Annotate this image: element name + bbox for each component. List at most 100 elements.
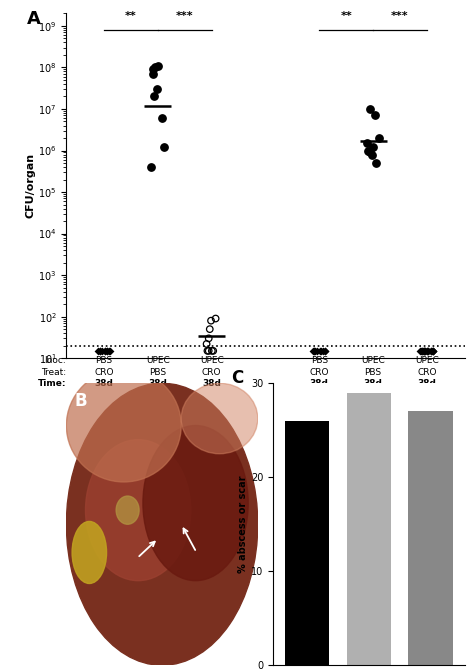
Text: B: B [74, 392, 87, 410]
Point [419, 345, 427, 356]
Point [424, 345, 431, 356]
Point [428, 345, 435, 356]
Text: Bladders: Bladders [132, 437, 184, 448]
Point [206, 324, 214, 335]
Point [372, 110, 379, 121]
Point [94, 345, 102, 356]
Point [99, 345, 106, 356]
Text: UPEC: UPEC [361, 356, 385, 366]
Point [321, 345, 329, 356]
Ellipse shape [181, 383, 258, 454]
Text: PBS: PBS [149, 368, 166, 377]
Text: ***: *** [391, 11, 409, 22]
Bar [285, 421, 329, 665]
Text: 38d: 38d [364, 379, 383, 388]
Point [103, 345, 111, 356]
Point [364, 145, 372, 156]
Point [153, 84, 161, 95]
Text: PBS: PBS [310, 356, 328, 366]
Point [429, 345, 437, 356]
Point [101, 345, 109, 356]
Point [161, 142, 168, 153]
Point [96, 345, 103, 356]
Point [212, 313, 219, 324]
Point [150, 91, 157, 102]
Point [310, 345, 317, 356]
Point [366, 103, 374, 114]
Point [417, 345, 424, 356]
Ellipse shape [143, 425, 248, 581]
Point [96, 345, 103, 356]
Point [428, 345, 436, 356]
Text: UPEC: UPEC [200, 356, 224, 366]
Point [208, 345, 216, 356]
Text: A: A [27, 10, 40, 28]
Point [205, 333, 212, 343]
Point [150, 64, 157, 75]
Ellipse shape [116, 496, 139, 524]
Point [424, 345, 431, 356]
Point [417, 345, 425, 356]
Point [159, 113, 166, 124]
Text: 38d: 38d [148, 379, 167, 388]
Text: CRO: CRO [202, 368, 221, 377]
Point [101, 345, 109, 356]
Ellipse shape [72, 521, 107, 583]
Point [317, 345, 324, 356]
Ellipse shape [66, 369, 181, 482]
Point [420, 345, 428, 356]
Text: C: C [231, 369, 243, 387]
Point [155, 60, 162, 71]
Text: CRO: CRO [310, 368, 329, 377]
Point [420, 345, 428, 356]
Text: **: ** [125, 11, 137, 22]
Point [418, 345, 426, 356]
Point [313, 345, 320, 356]
Point [106, 345, 114, 356]
Text: 38d: 38d [202, 379, 221, 388]
Y-axis label: CFU/organ: CFU/organ [26, 153, 36, 218]
Point [105, 345, 112, 356]
Y-axis label: % abscess or scar: % abscess or scar [238, 476, 248, 573]
Text: Treat:: Treat: [41, 368, 66, 377]
Text: **: ** [340, 11, 352, 22]
Point [363, 138, 370, 149]
Bar [408, 411, 453, 665]
Point [421, 345, 429, 356]
Point [203, 339, 210, 349]
Ellipse shape [66, 383, 258, 665]
Text: CRO: CRO [417, 368, 437, 377]
Text: Inoc:: Inoc: [45, 356, 66, 366]
Text: PBS: PBS [95, 356, 113, 366]
Point [205, 345, 212, 356]
Point [375, 132, 383, 143]
Point [151, 62, 159, 73]
Point [207, 315, 215, 326]
Point [310, 345, 318, 356]
Text: Kidneys: Kidneys [350, 437, 396, 448]
Ellipse shape [85, 439, 191, 581]
Point [369, 142, 377, 153]
Text: UPEC: UPEC [415, 356, 439, 366]
Bar [346, 392, 391, 665]
Point [321, 345, 329, 356]
Point [150, 69, 157, 79]
Text: 38d: 38d [418, 379, 436, 388]
Point [311, 345, 319, 356]
Point [423, 345, 431, 356]
Point [310, 345, 318, 356]
Point [419, 345, 426, 356]
Point [368, 149, 376, 160]
Text: 38d: 38d [95, 379, 113, 388]
Point [204, 345, 211, 356]
Point [429, 345, 437, 356]
Point [421, 345, 428, 356]
Point [147, 162, 155, 173]
Text: ***: *** [176, 11, 193, 22]
Text: Time:: Time: [38, 379, 66, 388]
Text: UPEC: UPEC [146, 356, 170, 366]
Point [420, 345, 428, 356]
Point [319, 345, 327, 356]
Point [317, 345, 324, 356]
Point [366, 147, 374, 158]
